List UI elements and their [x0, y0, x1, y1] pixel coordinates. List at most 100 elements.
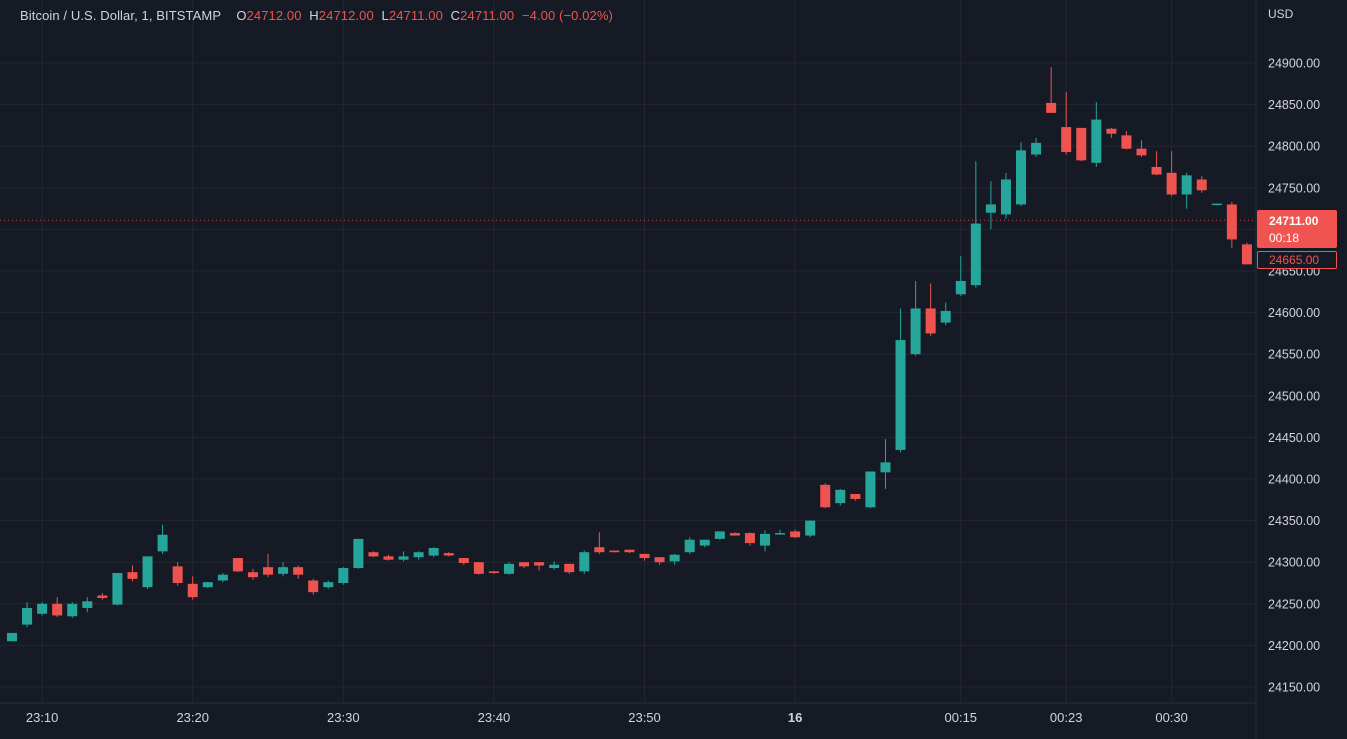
candle-body [172, 566, 183, 583]
y-tick-label: 24450.00 [1268, 431, 1320, 445]
candle-body [1031, 142, 1042, 155]
candle [699, 539, 710, 548]
candle [473, 562, 484, 575]
high-label: H [309, 8, 319, 23]
candle-body [1241, 244, 1252, 265]
candle-body [1121, 135, 1132, 149]
candle [1241, 242, 1252, 265]
candle-body [895, 340, 906, 450]
symbol-legend: Bitcoin / U.S. Dollar, 1, BITSTAMP O2471… [20, 8, 613, 23]
candle [684, 537, 695, 554]
candle [895, 308, 906, 453]
candle [443, 552, 454, 557]
candle-body [157, 534, 168, 552]
candle [278, 562, 289, 577]
candle [534, 562, 545, 571]
y-tick-label: 24150.00 [1268, 681, 1320, 695]
currency-label[interactable]: USD [1268, 7, 1294, 21]
y-tick-label: 24300.00 [1268, 556, 1320, 570]
candle-body [278, 567, 289, 574]
x-tick-label: 00:15 [945, 710, 978, 725]
candle [925, 283, 936, 336]
candle [308, 578, 319, 595]
candle-body [579, 552, 590, 572]
candle-body [1000, 179, 1011, 215]
candle [1181, 172, 1192, 209]
candle [353, 538, 364, 569]
x-tick-label: 23:50 [628, 710, 661, 725]
candle-body [1226, 204, 1237, 240]
candle-body [383, 556, 394, 560]
candle [985, 181, 996, 230]
candle [1121, 131, 1132, 150]
y-tick-label: 24200.00 [1268, 639, 1320, 653]
candle-body [22, 607, 33, 625]
candle [67, 602, 78, 618]
candle [1031, 137, 1042, 158]
candle [323, 580, 334, 589]
candle-body [925, 308, 936, 334]
x-tick-label: 00:30 [1155, 710, 1188, 725]
candle-body [594, 547, 605, 553]
candle [1196, 176, 1207, 193]
price-label-tag: 24665.00 [1257, 251, 1337, 269]
candle [458, 558, 469, 565]
candle-body [1046, 102, 1057, 113]
candle [413, 551, 424, 560]
x-tick-label: 23:40 [478, 710, 511, 725]
y-tick-label: 24500.00 [1268, 389, 1320, 403]
candle-body [1196, 179, 1207, 191]
candle-body [910, 308, 921, 355]
candle [594, 532, 605, 554]
candles-layer [7, 67, 1252, 642]
candle [850, 493, 861, 501]
candle [142, 556, 153, 589]
candle-body [473, 562, 484, 574]
candle [172, 562, 183, 586]
candle [654, 557, 665, 565]
y-tick-label: 24800.00 [1268, 140, 1320, 154]
candle [880, 439, 891, 489]
candle-body [684, 539, 695, 553]
candle-body [112, 573, 123, 605]
change-value: −4.00 (−0.02%) [521, 8, 613, 23]
candle [940, 302, 951, 326]
y-tick-label: 24550.00 [1268, 348, 1320, 362]
candle-body [729, 533, 740, 536]
candle-body [1106, 128, 1117, 134]
candle [22, 602, 33, 628]
candle-body [985, 204, 996, 213]
candle [790, 529, 801, 539]
candle-body [940, 310, 951, 323]
candle-body [564, 563, 575, 573]
candle-body [82, 601, 93, 608]
candle [97, 592, 108, 600]
high-value: 24712.00 [318, 8, 374, 23]
candle-body [263, 567, 274, 575]
candle-body [1211, 203, 1222, 206]
candle [217, 573, 228, 583]
candle [263, 553, 274, 578]
low-value: 24711.00 [388, 8, 443, 23]
candle [1000, 172, 1011, 219]
x-tick-label: 00:23 [1050, 710, 1083, 725]
candle-body [7, 632, 17, 642]
candle-body [549, 564, 560, 569]
candle-body [1091, 119, 1102, 163]
x-tick-label: 23:10 [26, 710, 59, 725]
candle [37, 602, 48, 616]
candle [488, 571, 499, 574]
candle-body [428, 548, 439, 556]
candle [970, 161, 981, 288]
candle [247, 568, 258, 580]
candle-body [293, 567, 304, 575]
bar-countdown: 00:18 [1269, 231, 1300, 245]
candle [127, 565, 138, 582]
low-label: L [381, 8, 389, 23]
candle [549, 561, 560, 570]
candle [775, 529, 786, 535]
candle-body [338, 568, 349, 583]
candle [744, 532, 755, 546]
